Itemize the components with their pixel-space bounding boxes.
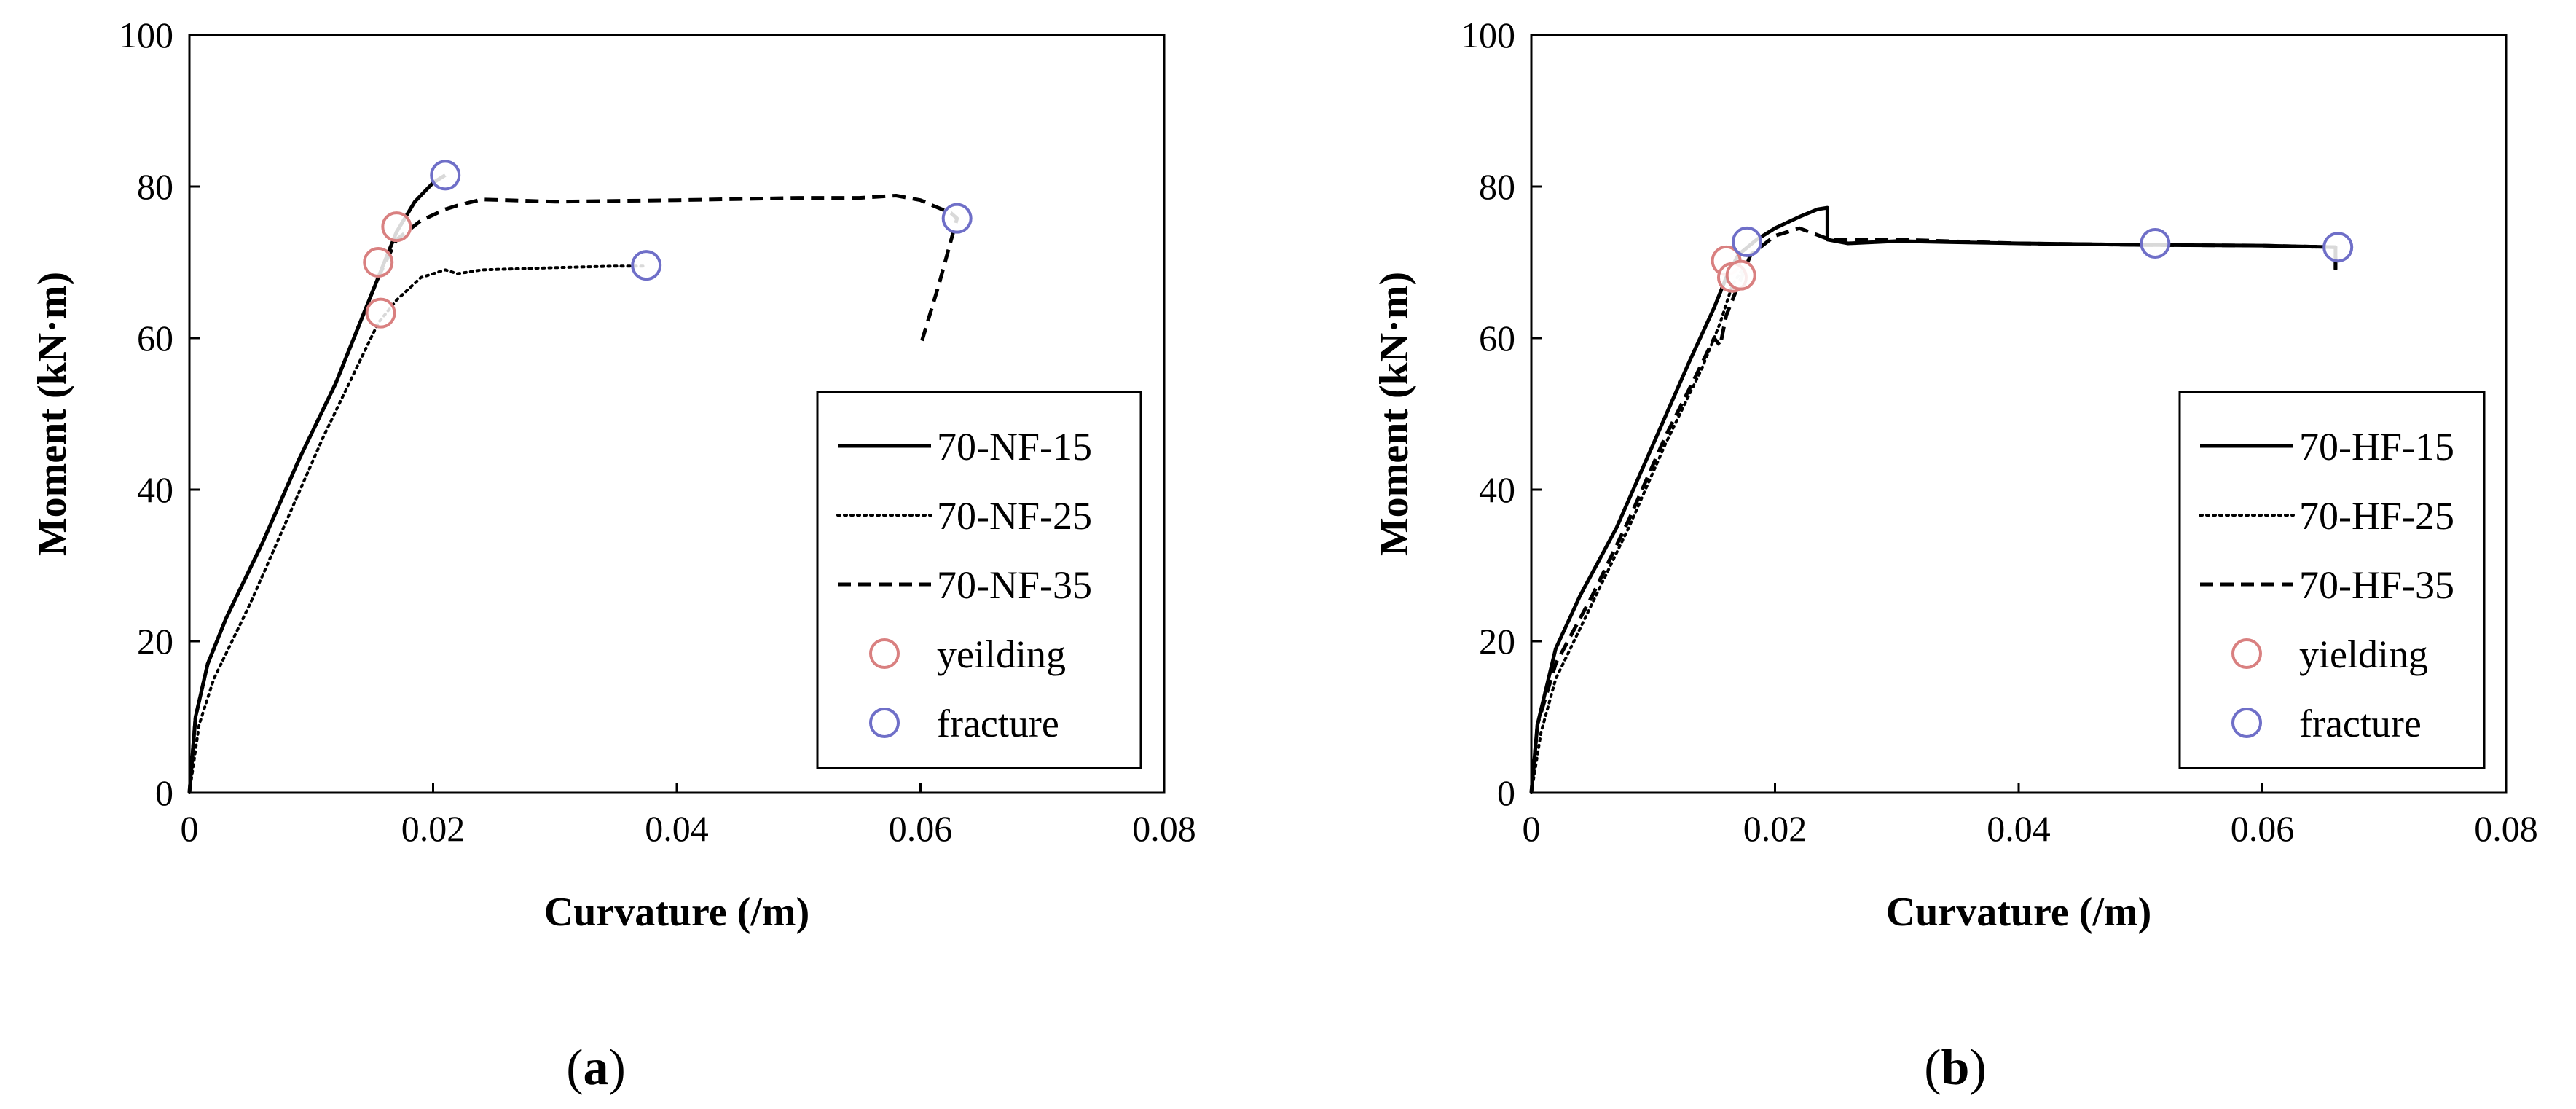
series-line-70-hf-25	[1530, 268, 1744, 794]
y-tick-label: 100	[1461, 15, 1515, 55]
x-tick-label: 0.08	[2474, 808, 2538, 849]
legend-marker-swatch	[2231, 708, 2262, 738]
y-axis-title: Moment (kN·m)	[30, 272, 75, 556]
yielding-marker	[363, 247, 394, 278]
legend-label: yeilding	[937, 632, 1066, 676]
series-line-70-hf-35	[1529, 226, 2338, 793]
fracture-marker	[2140, 228, 2171, 259]
legend-label: fracture	[937, 702, 1059, 745]
legend-label: yielding	[2299, 632, 2428, 676]
x-tick-label: 0.04	[645, 808, 709, 849]
series-line-70-nf-35	[187, 194, 959, 793]
legend-label: 70-HF-35	[2299, 563, 2454, 607]
panel-label: (b)	[1924, 1040, 1987, 1096]
x-tick-label: 0.06	[2231, 808, 2295, 849]
y-tick-label: 40	[1479, 469, 1515, 510]
legend-label: 70-HF-25	[2299, 494, 2454, 538]
legend-label: 70-NF-15	[937, 425, 1092, 469]
y-tick-label: 60	[1479, 318, 1515, 358]
y-axis-title: Moment (kN·m)	[1372, 272, 1417, 556]
series-line-70-nf-25	[188, 264, 648, 794]
chart-panel-a: 0 0.02 0.04 0.06 0.08 0 20 40 60 80 100 Curvature (…	[30, 15, 1196, 1096]
legend-label: 70-HF-15	[2299, 425, 2454, 469]
panel-letter: b	[1941, 1040, 1970, 1096]
x-tick-label: 0.02	[1743, 808, 1807, 849]
chart-panel-b: 0 0.02 0.04 0.06 0.08 0 20 40 60 80 100 Curvature (…	[1372, 15, 2538, 1096]
x-axis-title: Curvature (/m)	[544, 890, 809, 935]
x-tick-label: 0	[1523, 808, 1541, 849]
x-tick-label: 0.04	[1987, 808, 2051, 849]
x-axis-title: Curvature (/m)	[1886, 890, 2151, 935]
series-line-70-nf-15	[187, 173, 447, 793]
fracture-marker	[631, 250, 662, 281]
fracture-marker	[2322, 232, 2354, 263]
x-tick-label: 0.06	[889, 808, 953, 849]
y-tick-label: 0	[155, 772, 173, 813]
legend-box	[816, 391, 1142, 769]
x-tick-label: 0	[181, 808, 199, 849]
fracture-marker	[941, 203, 973, 234]
y-tick-label: 20	[137, 621, 173, 662]
legend-marker-swatch	[869, 638, 900, 669]
x-tick-label: 0.02	[401, 808, 466, 849]
x-tick-label: 0.08	[1132, 808, 1196, 849]
fracture-marker	[430, 160, 461, 191]
yielding-marker	[1725, 259, 1756, 291]
yielding-marker	[365, 297, 396, 329]
legend-label: 70-NF-25	[937, 494, 1092, 538]
legend-box	[2178, 391, 2486, 769]
legend-label: 70-NF-35	[937, 563, 1092, 607]
y-tick-label: 40	[137, 469, 173, 510]
y-tick-label: 100	[119, 15, 173, 55]
y-tick-label: 60	[137, 318, 173, 358]
legend-marker-swatch	[869, 708, 900, 738]
panel-letter: a	[584, 1040, 609, 1096]
legend-label: fracture	[2299, 702, 2422, 745]
panel-label: (a)	[566, 1040, 626, 1096]
yielding-marker	[381, 211, 412, 243]
legend-marker-swatch	[2231, 638, 2262, 669]
y-tick-label: 20	[1479, 621, 1515, 662]
y-tick-label: 80	[137, 166, 173, 207]
fracture-marker	[1732, 226, 1763, 257]
y-tick-label: 0	[1497, 772, 1515, 813]
y-tick-label: 80	[1479, 166, 1515, 207]
